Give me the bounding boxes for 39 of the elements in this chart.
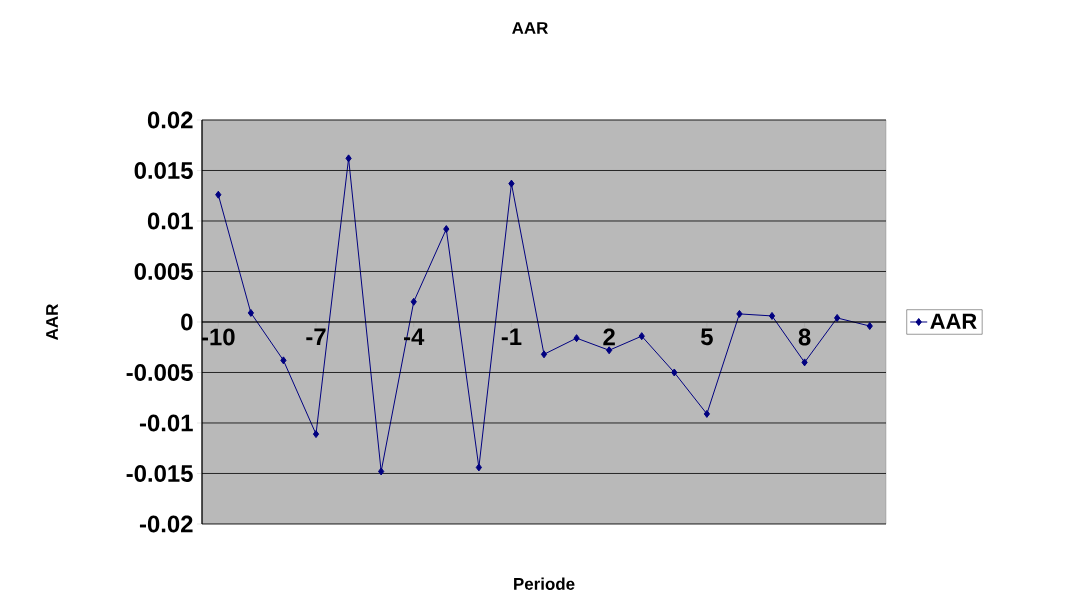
point — [606, 346, 613, 355]
point — [703, 409, 710, 418]
y-tick-label: 0.015 — [134, 162, 193, 179]
point — [638, 332, 645, 341]
point — [508, 179, 515, 188]
x-tick-label: 5 — [700, 328, 713, 346]
x-tick-label: -1 — [501, 328, 522, 345]
point — [866, 322, 873, 331]
x-axis-title: Periode — [514, 577, 575, 590]
point — [247, 308, 254, 317]
x-tick-label: 2 — [603, 328, 615, 346]
legend-label: AAR — [930, 313, 977, 329]
point — [475, 463, 482, 472]
point — [736, 309, 743, 318]
y-tick-label: -0.005 — [126, 364, 193, 381]
point — [573, 334, 580, 343]
x-tick-label: -7 — [306, 328, 326, 345]
x-tick-label: 8 — [798, 328, 811, 346]
point — [834, 313, 841, 322]
point — [540, 350, 548, 359]
point — [801, 358, 808, 367]
y-tick-label: 0.01 — [147, 212, 193, 230]
y-tick-label: 0 — [181, 313, 193, 331]
y-tick-label: -0.015 — [126, 465, 193, 482]
y-tick-label: -0.02 — [139, 515, 193, 533]
point — [215, 190, 222, 199]
y-tick-label: 0.005 — [134, 263, 193, 280]
y-axis-title: AAR — [46, 303, 58, 340]
point — [443, 225, 450, 234]
y-tick-label: -0.01 — [139, 414, 193, 432]
chart-title: AAR — [512, 22, 549, 34]
point — [280, 356, 287, 365]
point — [768, 311, 776, 320]
point — [312, 430, 320, 439]
y-tick-label: 0.02 — [147, 111, 193, 129]
point — [378, 467, 385, 476]
point — [345, 154, 352, 163]
point — [410, 297, 417, 306]
point — [671, 368, 678, 377]
